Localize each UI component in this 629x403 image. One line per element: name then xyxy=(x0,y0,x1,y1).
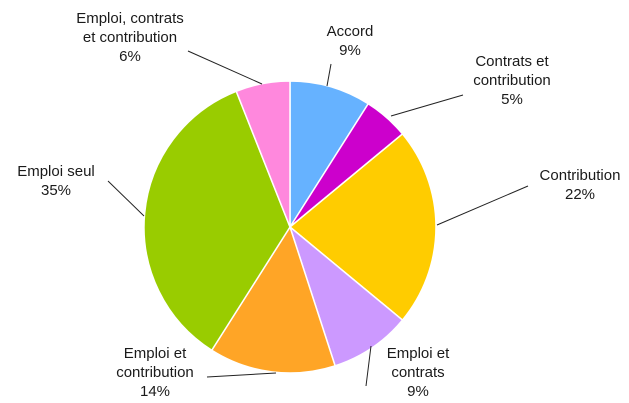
leader-line-1 xyxy=(390,94,464,117)
slice-percent: 9% xyxy=(407,383,429,400)
pie-slice-2 xyxy=(288,132,437,322)
slice-percent: 6% xyxy=(119,48,141,65)
pie-slice-3 xyxy=(288,224,404,367)
leader-line-6 xyxy=(187,50,263,85)
slice-labels: Accord 9% Contrats et contribution 5% Contrib… xyxy=(17,10,620,400)
slice-label-0: Accord 9% xyxy=(327,23,374,59)
pie-slices xyxy=(143,80,437,374)
slice-name-line: Emploi et xyxy=(387,345,450,362)
slice-name-line: contrats xyxy=(391,364,444,381)
slice-percent: 9% xyxy=(339,42,361,59)
slice-percent: 35% xyxy=(41,182,71,199)
slice-name-line: Emploi, contrats xyxy=(76,10,184,27)
leader-line-3 xyxy=(365,345,372,387)
slice-name-line: Contribution xyxy=(540,167,621,184)
slice-label-2: Contribution 22% xyxy=(540,167,621,203)
leader-lines xyxy=(107,50,529,387)
pie-slice-4 xyxy=(210,225,337,374)
slice-percent: 22% xyxy=(565,186,595,203)
slice-name-line: Emploi seul xyxy=(17,163,95,180)
slice-label-3: Emploi et contrats 9% xyxy=(387,345,450,400)
slice-label-1: Contrats et contribution 5% xyxy=(473,53,551,108)
slice-label-6: Emploi, contrats et contribution 6% xyxy=(76,10,184,65)
slice-percent: 14% xyxy=(140,383,170,400)
pie-slice-5 xyxy=(143,90,291,352)
slice-name-line: et contribution xyxy=(83,29,177,46)
leader-line-4 xyxy=(206,372,277,378)
pie-slice-6 xyxy=(235,80,291,228)
slice-label-5: Emploi seul 35% xyxy=(17,163,95,199)
slice-name-line: contribution xyxy=(116,364,194,381)
slice-name-line: Contrats et xyxy=(475,53,549,70)
slice-label-4: Emploi et contribution 14% xyxy=(116,345,194,400)
leader-line-5 xyxy=(107,180,145,217)
pie-slice-0 xyxy=(289,80,370,230)
slice-name-line: Accord xyxy=(327,23,374,40)
slice-percent: 5% xyxy=(501,91,523,108)
slice-name-line: contribution xyxy=(473,72,551,89)
slice-name-line: Emploi et xyxy=(124,345,187,362)
leader-line-2 xyxy=(436,185,529,226)
leader-line-0 xyxy=(326,63,332,87)
